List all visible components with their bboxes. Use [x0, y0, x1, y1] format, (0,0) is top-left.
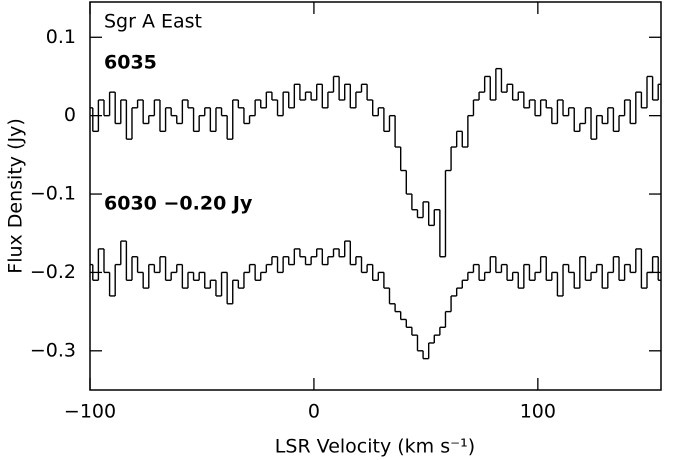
y-tick-label: −0.3 [30, 339, 76, 361]
series-label: 6035 [104, 52, 157, 74]
y-tick-label: −0.1 [30, 183, 76, 205]
y-axis-label: Flux Density (Jy) [5, 118, 27, 273]
annotation: Sgr A East [104, 11, 202, 33]
x-tick-label: 0 [308, 401, 320, 423]
x-axis-label: LSR Velocity (km s⁻¹) [275, 436, 475, 458]
y-tick-label: −0.2 [30, 261, 76, 283]
spectrum-connector [92, 68, 659, 257]
spectrum-connector [92, 241, 659, 359]
y-tick-label: 0 [64, 104, 76, 126]
series-label: 6030 −0.20 Jy [104, 193, 253, 215]
plot-frame [89, 1, 662, 391]
x-tick-label: −100 [64, 401, 116, 423]
y-tick-label: 0.1 [46, 26, 76, 48]
x-tick-label: 100 [520, 401, 556, 423]
